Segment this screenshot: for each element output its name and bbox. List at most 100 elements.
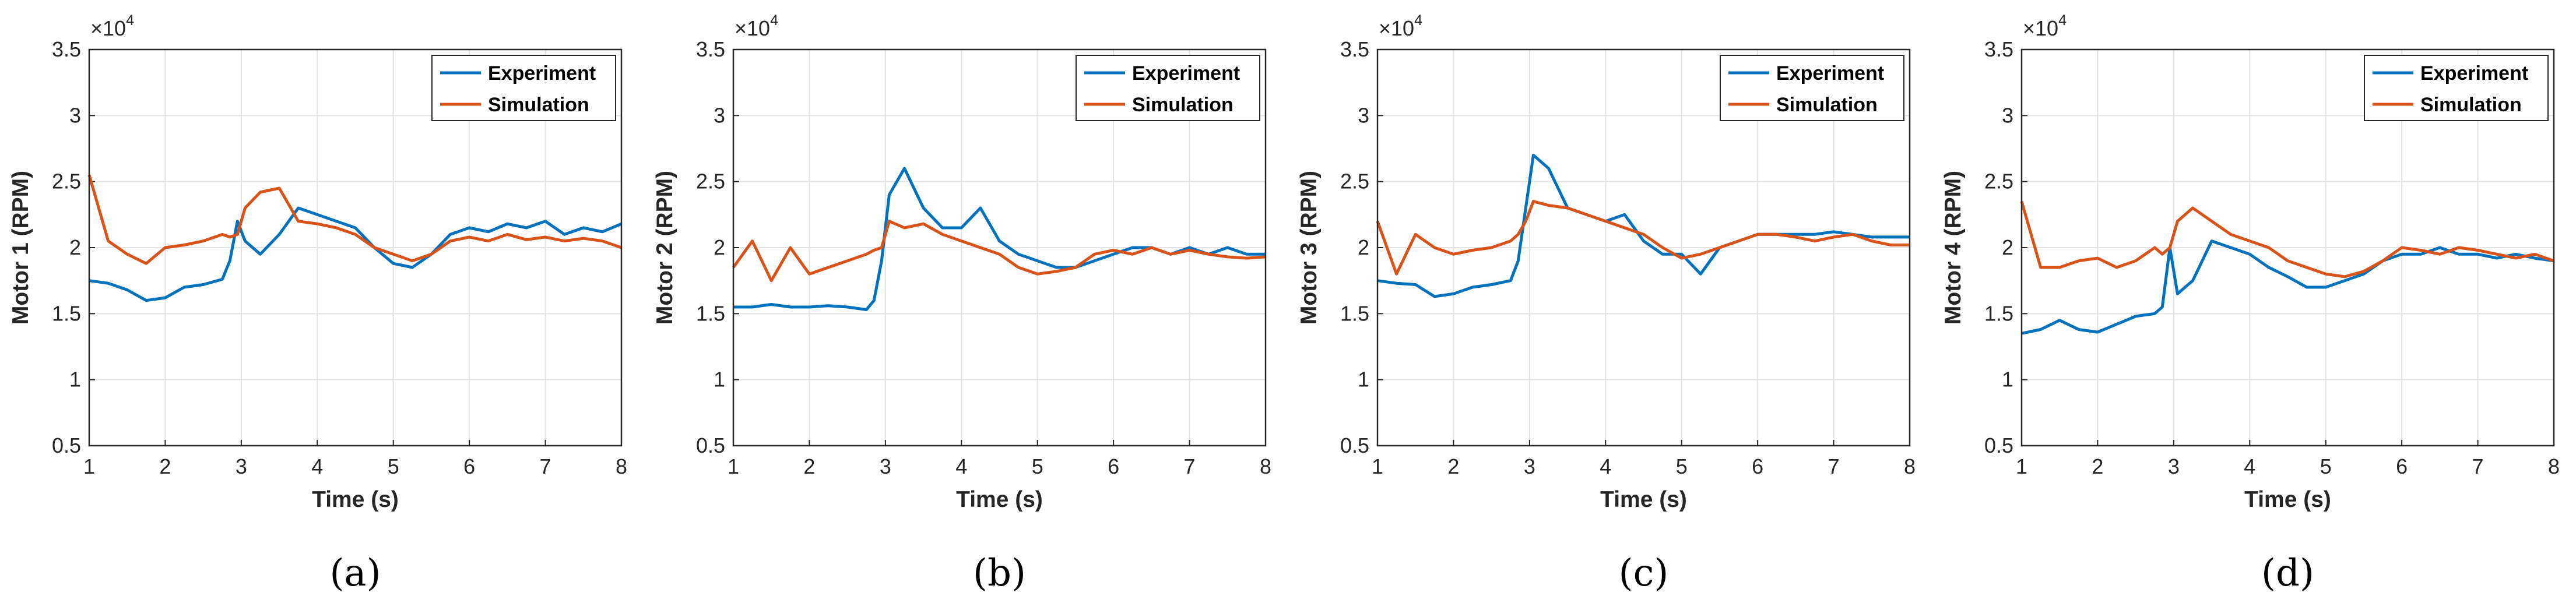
x-tick-label: 8 [2548, 454, 2560, 478]
x-tick-label: 3 [880, 454, 891, 478]
legend-entry-simulation: Simulation [488, 94, 589, 116]
legend-entry-simulation: Simulation [2420, 94, 2522, 116]
x-tick-label: 2 [2092, 454, 2103, 478]
axes-box [1376, 48, 1911, 447]
x-tick-label: 3 [2168, 454, 2180, 478]
x-tick-label: 6 [1752, 454, 1763, 478]
x-tick-label: 5 [2320, 454, 2332, 478]
y-multiplier-exponent: 4 [2058, 12, 2067, 29]
x-tick-label: 4 [2244, 454, 2255, 478]
y-tick-label: 0.5 [52, 433, 81, 457]
y-tick-label: 1 [69, 368, 81, 392]
series-line-simulation [87, 174, 622, 265]
y-multiplier: ×104 [90, 12, 134, 40]
x-tick-label: 8 [1260, 454, 1271, 478]
x-tick-label: 1 [2016, 454, 2027, 478]
axes-box [2020, 48, 2555, 447]
y-tick-label: 2.5 [1340, 170, 1369, 193]
legend-entry-simulation: Simulation [1132, 94, 1233, 116]
y-tick-label: 2.5 [696, 170, 725, 193]
y-tick-label: 2.5 [52, 170, 81, 193]
y-tick-label: 2.5 [1984, 170, 2013, 193]
panel-caption: (a) [329, 552, 381, 595]
legend-entry-experiment: Experiment [488, 62, 596, 84]
y-axis-label: Motor 1 (RPM) [8, 171, 33, 325]
x-tick-label: 1 [83, 454, 95, 478]
x-tick-label: 5 [388, 454, 399, 478]
legend-entry-experiment: Experiment [2420, 62, 2528, 84]
y-tick-label: 2 [1358, 235, 1369, 259]
y-tick-label: 0.5 [1340, 433, 1369, 457]
axes-box [88, 48, 623, 447]
y-multiplier-exponent: 4 [770, 12, 778, 29]
y-axis-label: Motor 2 (RPM) [652, 171, 677, 325]
panel-caption: (d) [2261, 552, 2314, 595]
series-line-simulation [732, 220, 1266, 283]
y-tick-label: 1 [714, 368, 725, 392]
y-multiplier-exponent: 4 [126, 12, 134, 29]
x-tick-label: 3 [1524, 454, 1535, 478]
x-tick-label: 3 [236, 454, 247, 478]
legend-entry-experiment: Experiment [1776, 62, 1884, 84]
x-tick-label: 6 [463, 454, 475, 478]
x-tick-label: 1 [1372, 454, 1383, 478]
axes-box [732, 48, 1267, 447]
y-tick-label: 1 [1358, 368, 1369, 392]
y-tick-label: 3 [1358, 103, 1369, 127]
x-tick-label: 7 [2472, 454, 2484, 478]
x-tick-label: 5 [1032, 454, 1043, 478]
x-tick-label: 7 [1828, 454, 1840, 478]
legend-box [2364, 55, 2549, 121]
x-tick-label: 6 [1108, 454, 1119, 478]
x-tick-label: 5 [1676, 454, 1688, 478]
x-axis-label: Time (s) [956, 487, 1043, 512]
y-tick-label: 0.5 [696, 433, 725, 457]
x-tick-label: 2 [1447, 454, 1459, 478]
y-tick-label: 3.5 [1340, 37, 1369, 61]
y-tick-label: 3.5 [696, 37, 725, 61]
y-tick-label: 3 [2002, 103, 2013, 127]
series-line-experiment [1377, 153, 1910, 298]
series-line-experiment [2021, 239, 2554, 335]
y-multiplier-exponent: 4 [1414, 12, 1422, 29]
x-tick-label: 8 [1904, 454, 1916, 478]
legend-box [1720, 55, 1904, 121]
legend-box [431, 55, 616, 121]
panel-caption: (b) [973, 552, 1026, 595]
x-axis-label: Time (s) [312, 487, 399, 512]
y-tick-label: 1.5 [696, 301, 725, 325]
x-tick-label: 4 [1600, 454, 1611, 478]
y-tick-label: 1 [2002, 368, 2013, 392]
x-axis-label: Time (s) [1600, 487, 1687, 512]
legend: Experiment Simulation [1720, 55, 1904, 121]
x-axis-label: Time (s) [2244, 487, 2331, 512]
legend: Experiment Simulation [2364, 55, 2549, 121]
legend: Experiment Simulation [431, 55, 616, 121]
y-tick-label: 1.5 [1340, 301, 1369, 325]
y-multiplier: ×104 [1379, 12, 1422, 40]
legend-entry-experiment: Experiment [1132, 62, 1240, 84]
x-tick-label: 7 [540, 454, 551, 478]
panel-caption: (c) [1619, 552, 1669, 595]
y-axis-label: Motor 3 (RPM) [1296, 171, 1322, 325]
x-tick-label: 8 [616, 454, 627, 478]
series-line-experiment [89, 206, 622, 302]
y-axis-label: Motor 4 (RPM) [1941, 171, 1966, 325]
x-tick-label: 2 [159, 454, 171, 478]
y-tick-label: 3 [714, 103, 725, 127]
series-line-simulation [1376, 200, 1910, 276]
legend-entry-simulation: Simulation [1776, 94, 1878, 116]
y-multiplier: ×104 [2023, 12, 2067, 40]
y-tick-label: 3.5 [1984, 37, 2013, 61]
legend-box [1076, 55, 1260, 121]
y-tick-label: 2 [714, 235, 725, 259]
x-tick-label: 7 [1184, 454, 1196, 478]
y-tick-label: 0.5 [1984, 433, 2013, 457]
x-tick-label: 6 [2396, 454, 2408, 478]
y-tick-label: 2 [2002, 235, 2013, 259]
x-tick-label: 4 [955, 454, 967, 478]
